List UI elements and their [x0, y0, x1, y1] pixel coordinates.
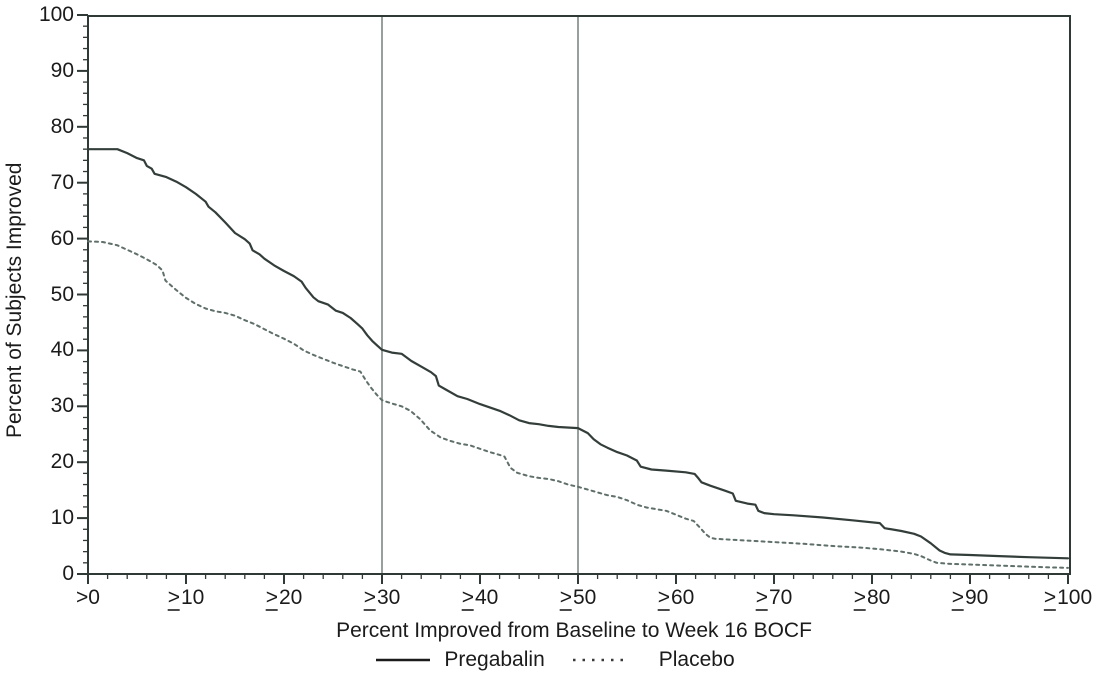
geq-symbol: >	[853, 586, 866, 611]
x-tick-label-20: >20	[265, 586, 303, 611]
x-tick-label-80: >80	[853, 586, 891, 611]
y-tick-label-90: 90	[50, 58, 74, 82]
legend-label-placebo: Placebo	[658, 648, 735, 671]
y-tick-label-40: 40	[50, 338, 74, 362]
y-tick-label-100: 100	[38, 3, 74, 26]
geq-symbol: >	[559, 586, 572, 611]
x-tick-label-30: >30	[363, 586, 401, 611]
x-tick-label-40: >40	[461, 586, 499, 611]
x-tick-label-0: >0	[76, 586, 100, 609]
y-tick-label-0: 0	[62, 562, 74, 585]
geq-symbol: >	[951, 586, 964, 611]
legend-item-pregabalin: Pregabalin	[374, 648, 545, 672]
geq-symbol: >	[1043, 586, 1057, 611]
x-tick-label-10: >10	[167, 586, 205, 611]
x-tick-label-90: >90	[951, 586, 989, 611]
y-tick-label-80: 80	[50, 114, 74, 138]
y-tick-label-30: 30	[50, 394, 74, 418]
y-tick-label-60: 60	[50, 226, 74, 250]
geq-symbol: >	[461, 586, 474, 611]
geq-symbol: >	[167, 586, 180, 611]
legend-swatch-dashed	[572, 658, 627, 662]
y-tick-label-70: 70	[50, 170, 74, 194]
legend-label-pregabalin: Pregabalin	[444, 648, 545, 671]
x-axis-title: Percent Improved from Baseline to Week 1…	[336, 619, 812, 642]
series-line-pregabalin	[86, 148, 1070, 560]
x-tick-label-70: >70	[755, 586, 793, 611]
geq-symbol: >	[657, 586, 670, 611]
geq-symbol: >	[363, 586, 376, 611]
legend-item-placebo: Placebo	[571, 648, 735, 672]
legend: Pregabalin Placebo	[0, 648, 1109, 672]
x-tick-label-50: >50	[559, 586, 597, 611]
y-tick-label-20: 20	[50, 450, 74, 474]
series-line-placebo	[87, 240, 1069, 569]
y-tick-label-50: 50	[50, 282, 74, 306]
geq-symbol: >	[755, 586, 768, 611]
y-tick-label-10: 10	[50, 506, 74, 530]
x-tick-label-60: >60	[657, 586, 695, 611]
geq-symbol: >	[265, 586, 278, 611]
x-tick-label-100: >100	[1043, 586, 1093, 611]
legend-swatch-solid	[376, 658, 431, 662]
